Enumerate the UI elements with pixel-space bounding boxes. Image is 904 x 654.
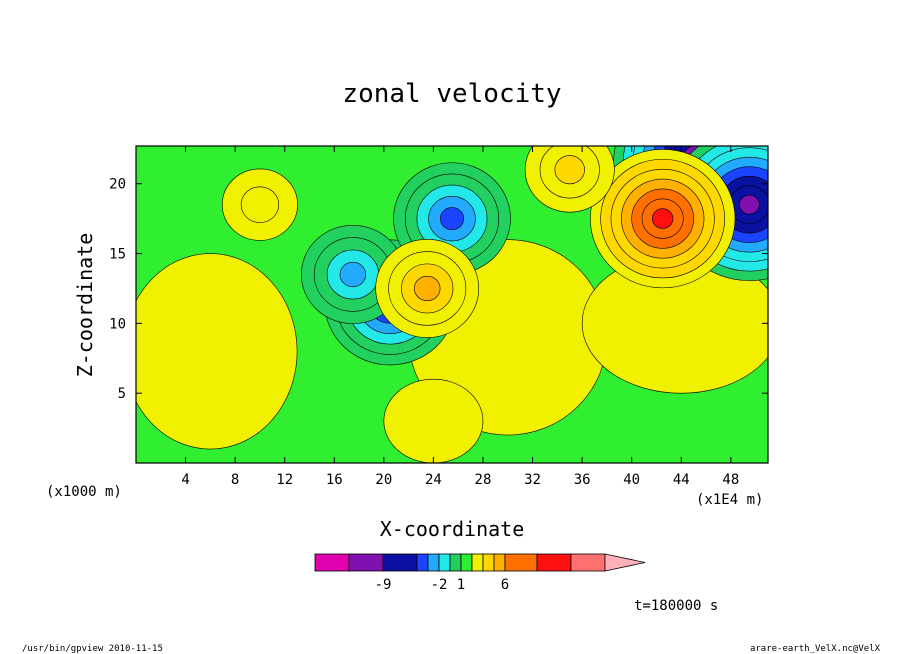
colorbar-box <box>314 553 350 572</box>
colorbar-box <box>504 553 538 572</box>
field-band-0 <box>136 253 298 450</box>
colorbar-box <box>382 553 418 572</box>
time-label: t=180000 s <box>634 598 718 614</box>
x-tick-label: 44 <box>673 472 690 488</box>
colorbar-box <box>471 553 484 572</box>
x-axis-label: X-coordinate <box>380 517 525 541</box>
x-tick-label: 40 <box>623 472 640 488</box>
x-tick-label: 4 <box>181 472 189 488</box>
colorbar-box <box>416 553 429 572</box>
colorbar-label: -9 <box>375 577 392 593</box>
chart-title: zonal velocity <box>342 79 561 109</box>
colorbar-arrow <box>604 553 646 572</box>
x-tick-label: 28 <box>475 472 492 488</box>
x-tick-label: 48 <box>722 472 739 488</box>
x-tick-label: 32 <box>524 472 541 488</box>
footer-right: arare-earth_VelX.nc@VelX <box>750 644 881 654</box>
colorbar-box <box>570 553 606 572</box>
feature-7-level-1 <box>554 155 585 185</box>
footer-left: /usr/bin/gpview 2010-11-15 <box>22 644 163 654</box>
colorbar-label: -2 <box>431 577 448 593</box>
colorbar-box <box>482 553 495 572</box>
feature-1-level-1 <box>339 261 367 288</box>
y-axis-ticks: 5 10 15 20 <box>109 177 768 402</box>
feature-5-level-1 <box>652 208 674 229</box>
feature-6-level-1 <box>414 275 441 302</box>
colorbar-box <box>348 553 384 572</box>
y-tick-label: 15 <box>109 247 126 263</box>
x-axis-ticks: 4 8 12 16 20 24 28 32 36 40 44 48 <box>181 146 739 488</box>
y-tick-label: 5 <box>118 386 126 402</box>
colorbar-box <box>460 553 473 572</box>
x-tick-label: 36 <box>574 472 591 488</box>
colorbar-box <box>427 553 440 572</box>
feature-2-level-1 <box>440 207 464 231</box>
plot-frame <box>135 145 769 464</box>
y-tick-label: 20 <box>109 177 126 193</box>
x-tick-label: 24 <box>425 472 442 488</box>
feature-8-level-1 <box>240 186 280 223</box>
colorbar-box <box>449 553 462 572</box>
x-tick-label: 12 <box>276 472 293 488</box>
velocity-field <box>136 146 768 463</box>
colorbar-box <box>493 553 506 572</box>
y-axis-unit: (x1000 m) <box>46 484 122 500</box>
x-tick-label: 16 <box>326 472 343 488</box>
colorbar-box <box>438 553 451 572</box>
x-tick-label: 8 <box>231 472 239 488</box>
colorbar: -9 -2 1 6 <box>314 553 646 593</box>
x-tick-label: 20 <box>375 472 392 488</box>
y-axis-label: Z-coordinate <box>73 233 97 378</box>
colorbar-label: 6 <box>501 577 509 593</box>
field-band-3 <box>383 378 484 463</box>
feature-4-level-1 <box>739 194 760 215</box>
y-tick-label: 10 <box>109 316 126 332</box>
x-axis-unit: (x1E4 m) <box>696 492 763 508</box>
colorbar-label: 1 <box>457 577 465 593</box>
colorbar-box <box>536 553 572 572</box>
